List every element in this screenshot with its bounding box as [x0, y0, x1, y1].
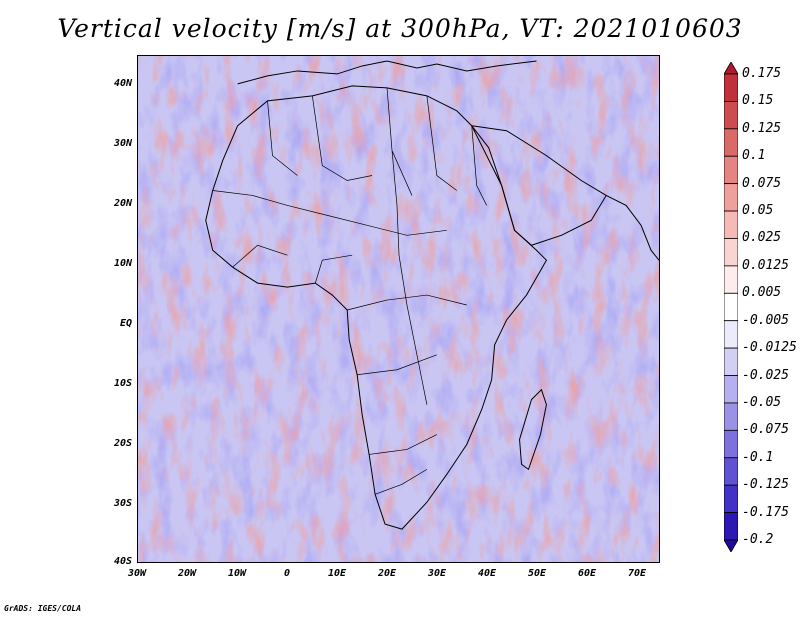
colorbar-label: 0.0125 — [742, 257, 789, 273]
map-title: Vertical velocity [m/s] at 300hPa, VT: 2… — [57, 14, 743, 43]
lon-label-50e: 50E — [527, 568, 547, 579]
colorbar-label: 0.15 — [742, 93, 774, 109]
lon-label-20w: 20W — [177, 568, 197, 579]
colorbar-label: 0.1 — [742, 148, 766, 164]
colorbar-segment — [724, 210, 738, 239]
colorbar-label: -0.2 — [742, 532, 774, 547]
colorbar-label: -0.0125 — [742, 340, 797, 356]
lon-label-0: 0 — [283, 568, 291, 579]
colorbar-segment — [724, 238, 738, 267]
lat-label-40n: 40N — [113, 78, 132, 89]
colorbar-segment — [724, 484, 738, 513]
lat-label-30s: 30S — [113, 498, 132, 509]
colorbar-segment — [724, 457, 738, 486]
colorbar-segment — [724, 347, 738, 376]
lon-label-40e: 40E — [477, 568, 497, 579]
colorbar-segment — [724, 73, 738, 102]
colorbar-segment — [724, 183, 738, 212]
lat-label-20s: 20S — [113, 438, 132, 449]
colorbar-label: 0.075 — [742, 175, 782, 191]
colorbar-label: -0.005 — [742, 312, 789, 328]
colorbar-label: -0.175 — [742, 504, 789, 520]
field-texture — [138, 56, 659, 562]
colorbar-segment — [724, 320, 738, 349]
lat-label-20n: 20N — [113, 198, 132, 209]
colorbar-label: -0.05 — [742, 394, 782, 410]
colorbar-segment — [724, 429, 738, 459]
colorbar-label: 0.05 — [742, 203, 774, 219]
africa-coastline — [205, 85, 548, 530]
grads-credit: GrADS: IGES/COLA — [4, 604, 82, 613]
arabia-coastline — [470, 125, 607, 246]
colorbar-segment — [724, 512, 738, 541]
lon-label-60e: 60E — [577, 568, 597, 579]
colorbar-segment — [724, 265, 738, 294]
lat-label-10n: 10N — [113, 258, 132, 269]
lat-label-40s: 40S — [113, 556, 132, 567]
europe-coastline — [237, 60, 537, 85]
colorbar — [724, 62, 738, 552]
country-borders — [212, 87, 487, 495]
colorbar-label: -0.125 — [742, 477, 789, 493]
colorbar-label: 0.025 — [742, 230, 782, 246]
colorbar-label: -0.025 — [742, 367, 789, 383]
lon-label-10w: 10W — [227, 568, 247, 579]
colorbar-label: 0.125 — [742, 120, 782, 136]
lat-label-10s: 10S — [113, 378, 132, 389]
colorbar-label: -0.075 — [742, 422, 789, 438]
colorbar-segment — [724, 101, 738, 130]
colorbar-bottom-arrow — [724, 539, 738, 552]
colorbar-segment — [724, 128, 738, 157]
colorbar-segment — [724, 402, 738, 431]
map-panel — [137, 55, 660, 563]
lat-label-30n: 30N — [113, 138, 132, 149]
colorbar-label: 0.005 — [742, 285, 782, 301]
colorbar-segment — [724, 292, 738, 322]
colorbar-label: -0.1 — [742, 449, 774, 465]
lon-label-30e: 30E — [427, 568, 447, 579]
madagascar-coastline — [519, 388, 547, 471]
india-coastline — [605, 195, 659, 261]
colorbar-segment — [724, 375, 738, 404]
colorbar-top-arrow — [724, 62, 738, 75]
colorbar-label: 0.175 — [742, 66, 782, 81]
lon-label-10e: 10E — [327, 568, 347, 579]
velocity-field — [138, 56, 659, 562]
lon-label-20e: 20E — [377, 568, 397, 579]
lat-label-eq: EQ — [119, 318, 132, 329]
lon-label-30w: 30W — [127, 568, 147, 579]
colorbar-segment — [724, 155, 738, 185]
lon-label-70e: 70E — [627, 568, 647, 579]
